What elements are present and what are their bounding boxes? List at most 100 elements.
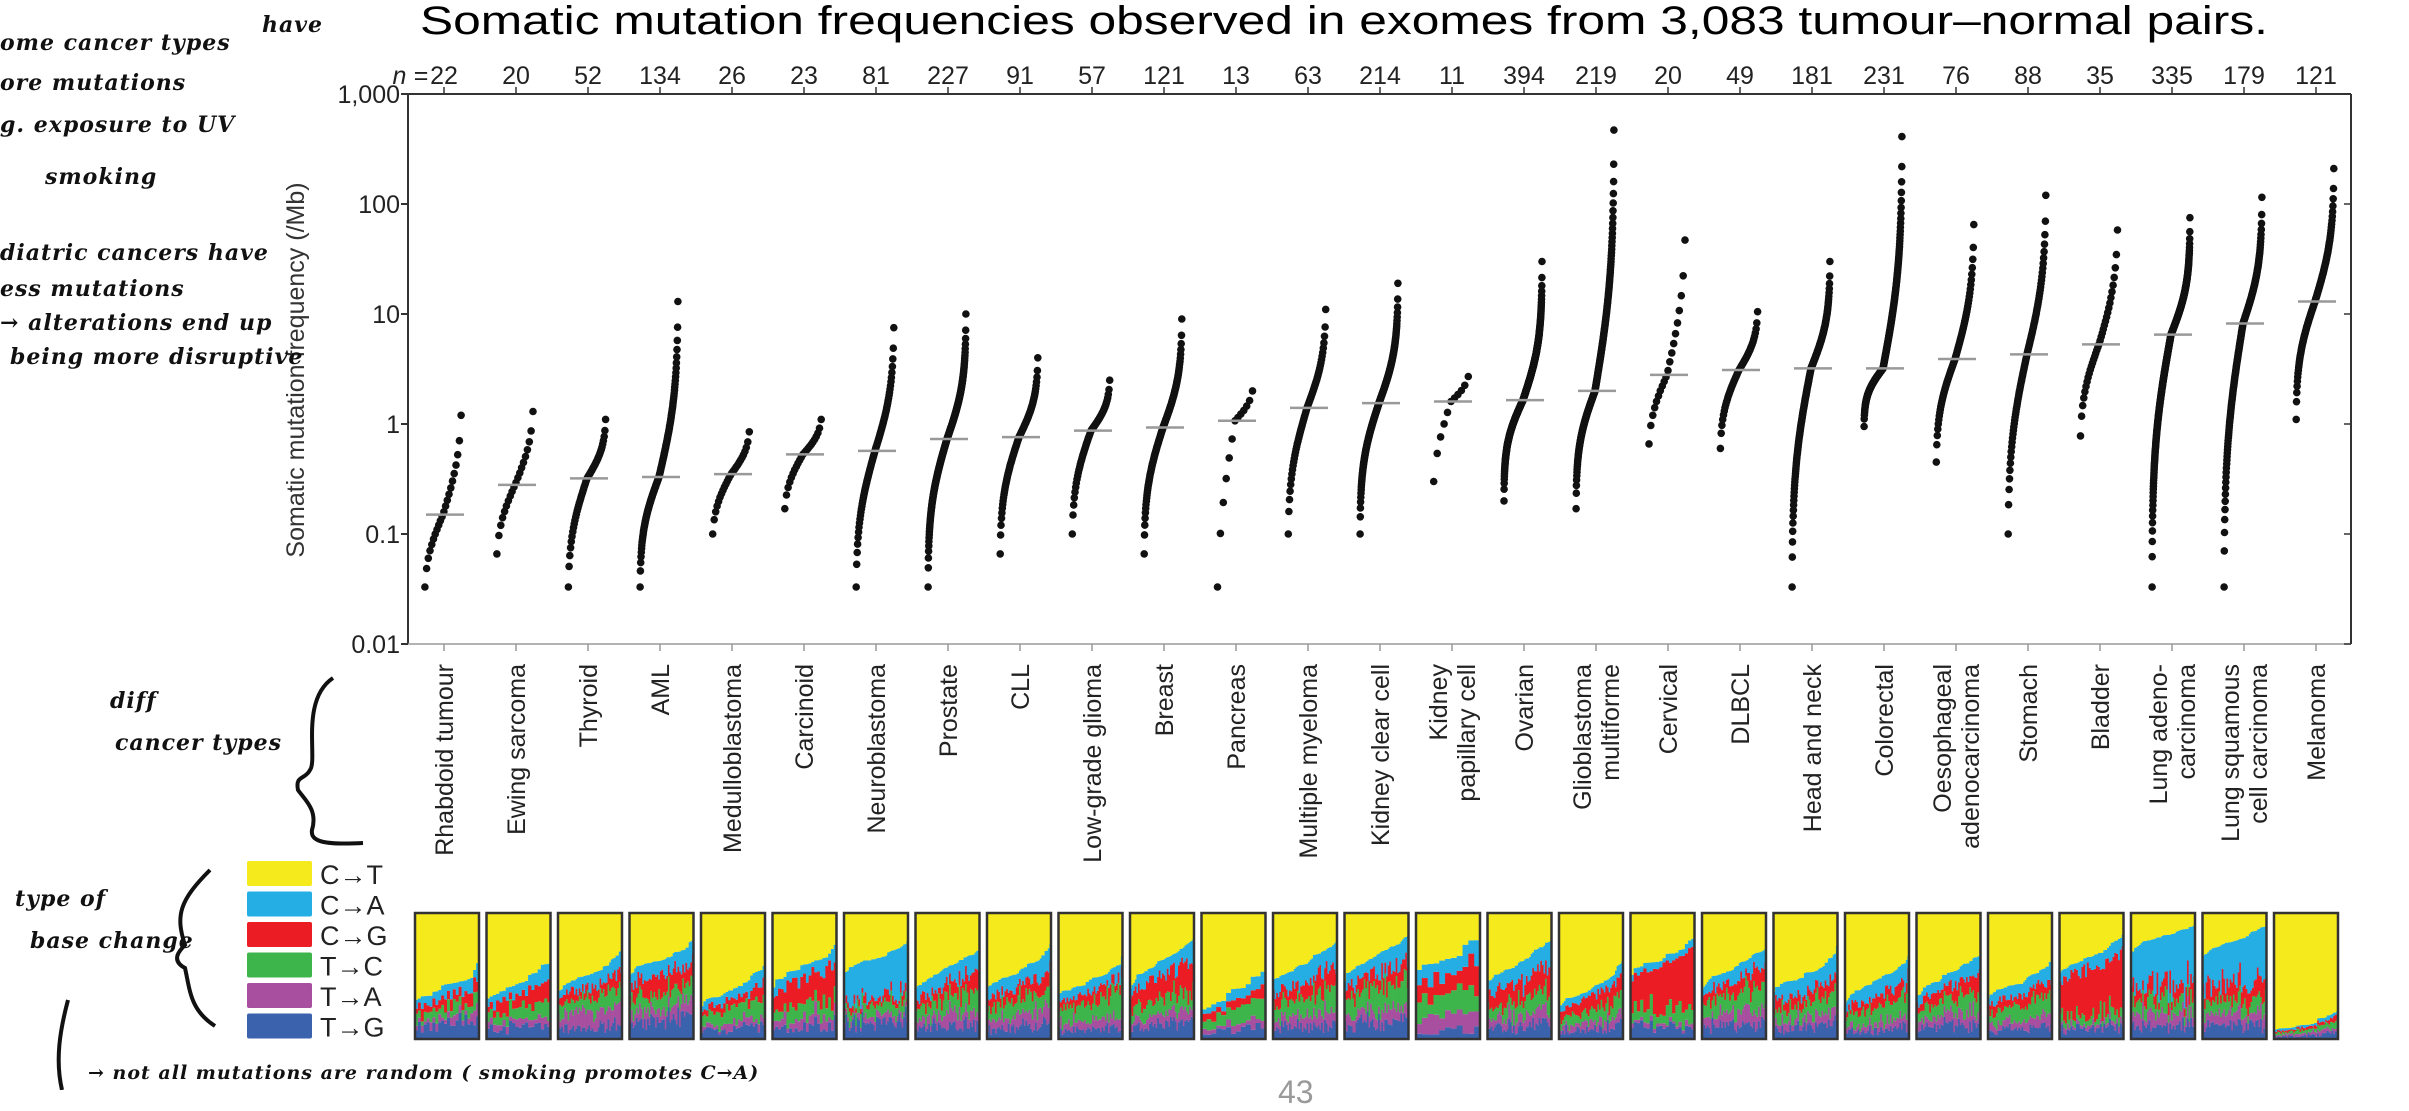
spectrum-segment: [778, 1012, 781, 1021]
spectrum-segment: [522, 1000, 526, 1019]
spectrum-segment: [535, 973, 539, 985]
spectrum-segment: [784, 992, 787, 1003]
spectrum-segment: [735, 913, 738, 988]
spectrum-segment: [713, 1015, 716, 1027]
spectrum-segment: [509, 1021, 513, 1039]
data-point: [2110, 274, 2118, 282]
spectrum-segment: [519, 1018, 523, 1028]
data-point: [781, 505, 789, 513]
data-point: [2221, 547, 2229, 555]
spectrum-segment: [733, 999, 736, 1004]
data-point: [1860, 423, 1868, 431]
spectrum-segment: [731, 997, 734, 1005]
spectrum-segment: [721, 1017, 724, 1026]
category-label: Medulloblastoma: [719, 664, 747, 853]
spectrum-segment: [444, 999, 447, 1012]
data-point: [2005, 501, 2013, 509]
data-point: [1933, 441, 1941, 449]
spectrum-segment: [519, 1028, 523, 1039]
category-label: Lung squamous: [2217, 664, 2245, 842]
spectrum-segment: [745, 913, 748, 982]
spectrum-segment: [464, 1015, 467, 1039]
data-point: [1069, 530, 1077, 538]
spectrum-segment: [738, 1019, 741, 1027]
spectrum-segment: [809, 975, 812, 997]
spectrum-segment: [718, 913, 721, 997]
spectrum-segment: [473, 1011, 476, 1026]
spectrum-segment: [814, 990, 817, 1001]
spectrum-segment: [750, 976, 753, 991]
data-point: [1394, 280, 1402, 288]
data-point: [1789, 553, 1797, 561]
data-point: [2258, 211, 2266, 219]
legend-label: C→A: [320, 891, 385, 921]
spectrum-segment: [522, 1024, 526, 1039]
spectrum-segment: [519, 983, 523, 996]
n-label: 214: [1359, 62, 1401, 90]
spectrum-segment: [740, 1026, 743, 1039]
spectrum-segment: [743, 1012, 746, 1022]
spectrum-segment: [418, 913, 421, 999]
spectrum-segment: [795, 913, 798, 970]
category-label: DLBCL: [1727, 664, 1755, 745]
spectrum-segment: [456, 983, 459, 995]
spectrum-segment: [817, 1024, 820, 1039]
spectrum-segment: [528, 975, 532, 985]
category-label: Glioblastoma: [1569, 664, 1597, 810]
data-point: [1826, 258, 1834, 266]
data-point: [2078, 412, 2086, 420]
spectrum-segment: [760, 988, 763, 1004]
category-label: Thyroid: [575, 664, 603, 747]
spectrum-segment: [522, 1019, 526, 1024]
y-axis-label: Somatic mutation frequency (/Mb): [282, 182, 310, 557]
spectrum-segment: [735, 1007, 738, 1025]
spectrum-segment: [535, 1023, 539, 1039]
n-label: 57: [1078, 62, 1106, 90]
data-point: [1754, 308, 1762, 316]
spectrum-segment: [541, 1018, 545, 1029]
spectrum-segment: [430, 913, 433, 996]
data-point: [445, 491, 453, 499]
spectrum-segment: [798, 1003, 801, 1021]
data-point: [1214, 583, 1222, 591]
spectrum-segment: [811, 1025, 814, 1039]
spectrum-segment: [706, 1022, 709, 1027]
spectrum-segment: [427, 996, 430, 1006]
data-point: [1465, 373, 1473, 381]
spectrum-segment: [811, 1014, 814, 1025]
spectrum-segment: [723, 993, 726, 1003]
data-point: [2149, 527, 2157, 535]
n-label: 181: [1791, 62, 1833, 90]
data-point: [2258, 220, 2266, 228]
n-label: 121: [1143, 62, 1185, 90]
data-point: [890, 344, 898, 352]
data-point: [2186, 235, 2194, 243]
spectrum-segment: [718, 1004, 721, 1013]
data-point: [1538, 282, 1546, 290]
spectrum-segment: [441, 1018, 444, 1021]
data-point: [1789, 528, 1797, 536]
data-point: [1681, 236, 1689, 244]
spectrum-segment: [738, 994, 741, 1004]
spectrum-segment: [515, 1027, 519, 1039]
data-point: [674, 337, 682, 345]
spectrum-segment: [464, 1003, 467, 1010]
data-point: [2186, 214, 2194, 222]
spectrum-segment: [441, 1021, 444, 1039]
spectrum-segment: [430, 1012, 433, 1023]
spectrum-segment: [493, 1018, 497, 1025]
spectrum-segment: [490, 1018, 494, 1025]
spectrum-segment: [544, 913, 548, 964]
spectrum-segment: [473, 970, 476, 978]
data-point: [2112, 264, 2120, 272]
spectrum-segment: [806, 1023, 809, 1032]
data-point: [817, 416, 825, 424]
spectrum-segment: [789, 1002, 792, 1023]
spectrum-segment: [493, 1011, 497, 1018]
spectrum-segment: [825, 1021, 828, 1031]
spectrum-segment: [522, 913, 526, 982]
data-point: [2148, 553, 2156, 561]
spectrum-segment: [721, 913, 724, 995]
data-point: [1246, 397, 1254, 405]
spectrum-segment: [706, 1027, 709, 1039]
